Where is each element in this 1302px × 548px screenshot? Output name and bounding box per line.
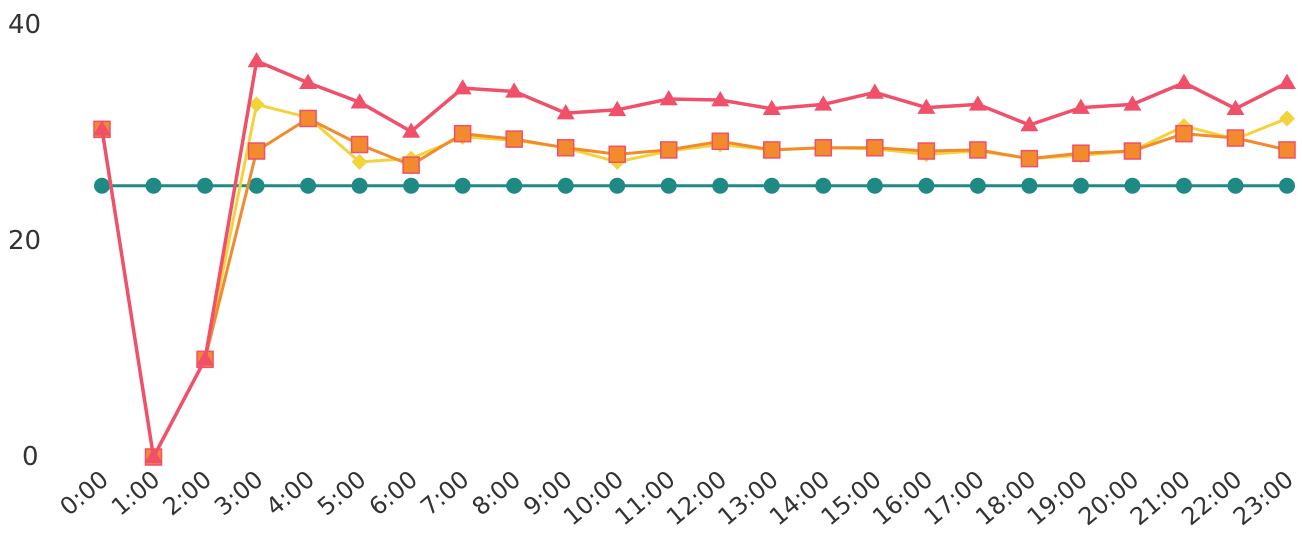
data-point [453, 124, 472, 143]
series-triangle [93, 51, 1296, 464]
data-point [93, 120, 111, 136]
data-point [917, 98, 936, 114]
data-point [917, 142, 936, 160]
data-point [969, 141, 987, 159]
data-point [247, 142, 266, 160]
data-point [866, 139, 884, 157]
x-tick-label: 5:00 [312, 465, 371, 521]
data-point [556, 104, 575, 120]
data-point [1278, 73, 1296, 89]
data-point [453, 79, 472, 95]
data-point [659, 89, 678, 106]
data-point [196, 350, 215, 366]
x-tick-label: 8:00 [467, 465, 526, 521]
data-point [1021, 177, 1038, 194]
data-point [1279, 177, 1295, 194]
data-point [556, 139, 575, 157]
series-line [100, 117, 1288, 459]
y-tick-label-20: 20 [8, 226, 41, 256]
data-point [815, 177, 832, 194]
data-point [1123, 142, 1142, 160]
data-point [505, 130, 523, 148]
data-point [1072, 177, 1089, 194]
data-point [1227, 177, 1244, 194]
x-tick-label: 0:00 [55, 465, 114, 521]
y-tick-label-40: 40 [8, 10, 41, 40]
data-point [763, 141, 781, 159]
data-point [918, 177, 935, 194]
y-axis: 40 20 0 [8, 10, 41, 472]
data-point [866, 177, 883, 194]
x-tick-label: 2:00 [158, 465, 217, 521]
data-point [1174, 73, 1193, 89]
data-point [1071, 98, 1090, 114]
data-point [299, 73, 318, 89]
data-point [712, 177, 729, 194]
data-point [1072, 144, 1090, 162]
data-point [197, 177, 214, 194]
series-circle [94, 177, 1295, 194]
data-point [659, 141, 678, 159]
data-point [814, 95, 833, 111]
data-point [1020, 115, 1039, 132]
data-point [350, 135, 369, 154]
data-point [608, 100, 627, 117]
data-point [763, 177, 780, 194]
data-point [1175, 124, 1193, 143]
data-point [403, 177, 420, 194]
data-point [506, 177, 523, 194]
data-point [144, 448, 163, 464]
data-point [969, 177, 986, 194]
x-axis: 0:001:002:003:004:005:006:007:008:009:00… [55, 465, 1299, 531]
x-tick-label: 1:00 [106, 465, 165, 521]
data-point [609, 177, 626, 194]
data-point [247, 51, 266, 68]
data-point [814, 139, 833, 157]
data-point [299, 109, 317, 128]
x-tick-label: 23:00 [1228, 465, 1299, 531]
series-line [100, 102, 1288, 459]
data-point [351, 177, 368, 194]
data-point [300, 177, 317, 194]
x-tick-label: 4:00 [261, 465, 320, 521]
data-point [248, 177, 265, 194]
data-point [454, 177, 471, 194]
x-tick-label: 3:00 [209, 465, 268, 521]
data-point [351, 153, 368, 170]
data-point [1226, 129, 1245, 147]
data-point [145, 177, 162, 194]
data-point [402, 156, 420, 174]
data-point [711, 132, 730, 151]
data-point [350, 93, 369, 109]
series-square [93, 109, 1296, 466]
data-point [1279, 110, 1295, 127]
data-point [1175, 177, 1192, 194]
x-tick-label: 6:00 [364, 465, 423, 521]
data-point [711, 91, 730, 107]
data-point [1123, 95, 1142, 111]
data-point [1278, 141, 1296, 159]
series-group [93, 51, 1296, 466]
series-line [100, 59, 1288, 459]
data-point [505, 82, 524, 98]
data-point [1226, 99, 1245, 116]
data-point [762, 99, 781, 116]
data-point [660, 177, 677, 194]
data-point [1020, 149, 1039, 168]
data-point [557, 177, 574, 194]
y-tick-label-0: 0 [22, 442, 39, 472]
data-point [248, 96, 265, 113]
x-tick-label: 7:00 [415, 465, 474, 521]
data-point [402, 122, 421, 138]
data-point [968, 95, 987, 111]
data-point [865, 83, 884, 99]
data-point [94, 177, 110, 194]
data-point [608, 145, 626, 164]
data-point [1124, 177, 1141, 194]
